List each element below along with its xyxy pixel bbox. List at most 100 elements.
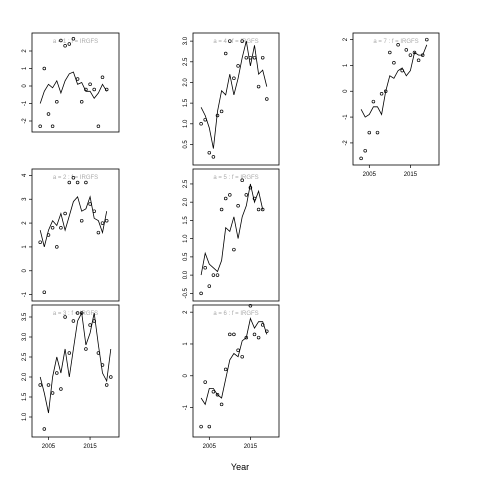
panel-3-point [425, 37, 429, 42]
panel-6-x-tick-label: 2005 [203, 444, 217, 450]
panel-4-point [96, 230, 101, 235]
panel-6-y-tick-label: 1 [183, 342, 189, 346]
panel-7-y-tick-label: 3.0 [22, 332, 28, 341]
panel-5-point [244, 193, 249, 197]
panel-2-point [207, 150, 212, 155]
panel-5-y-tick-label: 1.5 [183, 216, 189, 225]
panel-6-point [252, 332, 257, 337]
panel-2-point [215, 113, 220, 118]
panel-6-point [248, 304, 253, 308]
panel-3-point [392, 61, 396, 65]
panel-6-point [232, 332, 236, 337]
panel-1-point [75, 77, 80, 81]
panel-1-point [55, 100, 59, 104]
panel-2-y-tick-label: 0.5 [183, 140, 189, 149]
panel-4-y-tick-label: -1 [22, 291, 28, 297]
panel-5-y-tick-label: 2.0 [183, 197, 189, 206]
panel-5-frame [192, 168, 280, 302]
panel-2-point [244, 55, 249, 60]
panel-1-point [50, 124, 55, 129]
panel-7-point [88, 323, 92, 327]
panel-5-y-tick-label: 2.5 [183, 179, 189, 188]
panel-2-point [265, 97, 269, 101]
panel-1-point [88, 82, 92, 87]
panel-2-fitted-line [200, 41, 268, 149]
panel-6-point [228, 332, 232, 337]
panel-2-point [223, 51, 228, 56]
panel-3-x-tick-label: 2015 [404, 172, 418, 178]
panel-6-point [211, 389, 216, 394]
panel-5-y-tick-label: -0.5 [183, 288, 189, 299]
panel-5-point [203, 266, 207, 270]
panel-7-y-tick-label: 1.0 [22, 412, 28, 421]
panel-4-point [59, 226, 63, 230]
panel-3-point [400, 68, 404, 73]
panel-3-point [363, 148, 367, 153]
panel-1-point [71, 37, 76, 41]
panel-7-y-tick-label: 2.0 [22, 372, 28, 381]
panel-1-point [38, 124, 42, 129]
panel-5-point [256, 207, 261, 212]
panel-6-fitted-line [200, 317, 268, 406]
panel-5-point [219, 207, 224, 212]
panel-2-point [211, 155, 216, 159]
panel-7-point [59, 387, 63, 391]
panel-6-frame [192, 304, 280, 438]
panel-6-point [199, 424, 203, 429]
panel-6-point [244, 335, 249, 340]
panel-5-y-tick-label: 0.0 [183, 270, 189, 279]
panel-5-point [240, 178, 244, 183]
panel-5-title: a = 5 : f = IRGFS [213, 175, 258, 181]
panel-7-x-tick-label: 2015 [83, 444, 97, 450]
panel-7-point [38, 383, 42, 387]
panel-1-fitted-line [39, 71, 108, 104]
panel-3-point [388, 50, 392, 55]
panel-6-point [260, 323, 265, 327]
panel-4-point [38, 240, 42, 244]
panel-6-y-tick-label: 2 [183, 310, 189, 314]
panel-7-point [50, 391, 55, 395]
panel-6-x-tick-label: 2015 [244, 444, 258, 450]
panel-2-point [228, 39, 232, 43]
panel-2-y-tick-label: 2.5 [183, 57, 189, 66]
panel-1-y-tick-label: 0 [22, 84, 28, 88]
panel-6-point [219, 402, 224, 407]
panel-6-point [265, 329, 269, 334]
panel-3-x-tick-label: 2005 [363, 172, 377, 178]
panel-6-point [203, 380, 207, 384]
panel-7-point [100, 363, 105, 367]
panel-7-point [63, 315, 67, 319]
panel-4-title: a = 2 : f = IRGFS [53, 175, 98, 181]
panel-1-point [104, 87, 109, 92]
panel-6-y-tick-label: 0 [183, 373, 189, 377]
panel-5-point [215, 273, 220, 277]
panel-4-point [84, 180, 88, 185]
panel-5-y-tick-label: 0.5 [183, 252, 189, 261]
panel-2-y-tick-label: 3.0 [183, 36, 189, 45]
panel-4-y-tick-label: 2 [22, 221, 28, 225]
panel-2-frame [192, 32, 280, 166]
panel-7-x-tick-label: 2005 [42, 444, 56, 450]
panel-5-point [232, 247, 236, 252]
panel-4-frame [31, 168, 120, 302]
panel-4-y-tick-label: 0 [22, 268, 28, 272]
panel-3-point [367, 130, 372, 135]
panel-6-point [215, 393, 220, 397]
panel-3-y-tick-label: 1 [343, 63, 349, 67]
panel-3-y-tick-label: 0 [343, 89, 349, 93]
panel-4-y-tick-label: 4 [22, 173, 28, 177]
panel-1-y-tick-label: -1 [22, 100, 28, 106]
panel-1-point [46, 112, 51, 116]
panel-3-point [383, 89, 388, 94]
panel-1-point [96, 124, 101, 129]
panel-6-point [207, 424, 212, 429]
panel-3-point [379, 92, 384, 96]
panel-1-point [84, 87, 88, 92]
panel-5-point [223, 196, 228, 201]
panel-3-point [420, 53, 425, 57]
panel-7-point [92, 319, 96, 323]
panel-7-point [104, 383, 109, 387]
panel-2-point [236, 64, 240, 68]
panel-5-point [252, 196, 257, 201]
